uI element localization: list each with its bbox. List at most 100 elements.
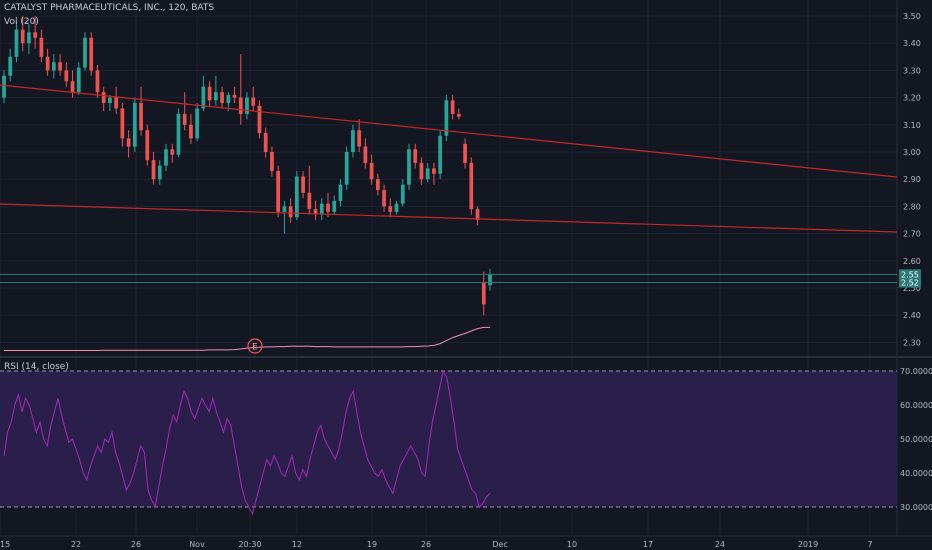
candle[interactable]: [251, 86, 256, 112]
candle[interactable]: [294, 171, 299, 220]
candle[interactable]: [33, 16, 38, 49]
candle[interactable]: [120, 103, 125, 147]
candle[interactable]: [413, 143, 418, 169]
candle[interactable]: [220, 86, 224, 109]
candle[interactable]: [232, 86, 237, 104]
candle[interactable]: [257, 100, 262, 139]
candle[interactable]: [157, 160, 162, 185]
candle-body: [438, 135, 443, 174]
candle[interactable]: [469, 157, 474, 215]
candle[interactable]: [419, 157, 424, 185]
candle[interactable]: [400, 179, 405, 207]
candle[interactable]: [432, 162, 436, 185]
candle[interactable]: [139, 86, 143, 136]
axes: 3.50 3.40 3.30 3.20 3.10 3.00 2.90 2.80 2.70 2.60…: [0, 12, 932, 549]
candle[interactable]: [369, 154, 374, 185]
candle[interactable]: [64, 62, 69, 87]
current-price-tag: 2.52: [899, 277, 921, 288]
candle[interactable]: [70, 70, 75, 98]
candle[interactable]: [145, 124, 150, 166]
candle-body: [213, 92, 218, 101]
candle[interactable]: [394, 200, 399, 215]
candle[interactable]: [375, 173, 380, 196]
candle[interactable]: [189, 113, 193, 144]
trendlines[interactable]: [0, 84, 898, 233]
candle[interactable]: [14, 21, 19, 63]
candle[interactable]: [332, 195, 337, 215]
candle[interactable]: [195, 103, 200, 142]
time-axis-label: 17: [643, 540, 653, 549]
candle[interactable]: [301, 171, 305, 199]
time-axis-label: 19: [367, 540, 377, 549]
candle[interactable]: [319, 198, 324, 220]
candle[interactable]: [288, 198, 293, 223]
candle[interactable]: [488, 268, 492, 291]
earnings-marker[interactable]: E: [247, 338, 263, 354]
candle[interactable]: [263, 127, 268, 158]
price-axis-label: 3.50: [903, 12, 921, 21]
candle-body: [456, 113, 461, 117]
candle[interactable]: [313, 200, 318, 220]
candle[interactable]: [238, 54, 243, 125]
candle[interactable]: [95, 64, 100, 98]
candle[interactable]: [170, 143, 175, 163]
candle[interactable]: [151, 152, 156, 185]
candle[interactable]: [444, 94, 449, 142]
candle[interactable]: [245, 92, 249, 120]
price-axis-label: 2.60: [903, 257, 921, 266]
candle[interactable]: [463, 138, 467, 169]
candle[interactable]: [344, 146, 349, 191]
candle[interactable]: [282, 200, 287, 234]
candle[interactable]: [2, 70, 6, 104]
candle[interactable]: [382, 184, 386, 212]
candle[interactable]: [481, 271, 486, 316]
candle[interactable]: [182, 92, 187, 131]
candle[interactable]: [407, 143, 411, 191]
candle[interactable]: [307, 165, 312, 215]
candle[interactable]: [207, 81, 212, 106]
candle[interactable]: [456, 108, 461, 120]
candle[interactable]: [58, 54, 62, 76]
candle[interactable]: [45, 48, 50, 76]
price-axis-label: 2.40: [903, 311, 921, 320]
candle[interactable]: [114, 86, 119, 114]
candle[interactable]: [450, 94, 455, 120]
time-axis-label: 24: [715, 540, 725, 549]
candle[interactable]: [51, 54, 56, 79]
price-axis-label: 2.90: [903, 175, 921, 184]
candle[interactable]: [126, 130, 131, 158]
candle[interactable]: [89, 32, 94, 76]
candle-body: [95, 70, 100, 93]
candle[interactable]: [83, 32, 87, 71]
candle-body: [89, 37, 94, 71]
candle[interactable]: [475, 206, 480, 226]
candle[interactable]: [338, 179, 343, 207]
candle[interactable]: [164, 143, 168, 172]
candles[interactable]: [2, 16, 492, 316]
trendline-upper[interactable]: [0, 84, 898, 178]
candle[interactable]: [438, 130, 443, 180]
candle-body: [27, 32, 31, 44]
candle[interactable]: [326, 192, 330, 218]
candle[interactable]: [27, 24, 31, 55]
candle[interactable]: [270, 146, 274, 177]
time-axis-label: 20:30: [238, 540, 261, 549]
candle[interactable]: [39, 29, 44, 63]
candle[interactable]: [101, 86, 106, 112]
rsi-line: [3, 369, 491, 516]
candle[interactable]: [108, 94, 112, 112]
candle[interactable]: [8, 48, 13, 82]
candle[interactable]: [363, 138, 368, 169]
candle[interactable]: [132, 97, 137, 152]
candle[interactable]: [76, 62, 81, 95]
candle[interactable]: [425, 162, 430, 182]
candle[interactable]: [276, 165, 281, 218]
trendline-lower[interactable]: [0, 203, 898, 233]
candle[interactable]: [351, 124, 355, 158]
candle[interactable]: [20, 16, 25, 52]
candle[interactable]: [213, 75, 218, 106]
candle[interactable]: [176, 108, 181, 158]
candle[interactable]: [388, 198, 393, 218]
candle[interactable]: [357, 119, 362, 152]
